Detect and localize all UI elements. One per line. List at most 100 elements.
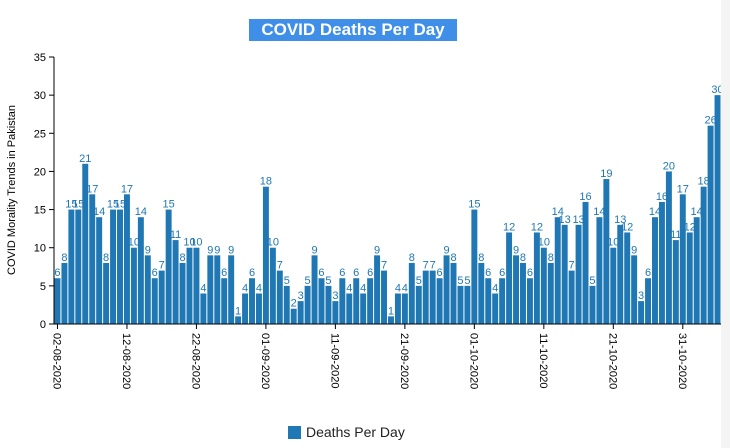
bar (436, 278, 443, 324)
legend-label: Deaths Per Day (306, 424, 405, 440)
bar (123, 194, 130, 324)
bar (249, 278, 255, 324)
data-label: 12 (531, 221, 543, 233)
bar (158, 270, 165, 324)
bar (652, 217, 658, 324)
bar (61, 262, 68, 324)
data-label: 1 (235, 305, 241, 317)
x-tick-label: 11-09-2020 (328, 333, 340, 388)
data-label: 14 (135, 206, 147, 218)
x-tick-label: 21-09-2020 (398, 333, 410, 389)
chart-title: COVID Deaths Per Day (249, 19, 457, 41)
bar (297, 301, 304, 324)
x-tick-label: 31-10-2020 (676, 333, 688, 389)
data-label: 6 (221, 267, 227, 279)
data-label: 10 (538, 237, 550, 249)
data-label: 8 (409, 252, 415, 264)
bar (485, 278, 492, 324)
data-label: 7 (569, 260, 575, 272)
bar (137, 217, 144, 324)
bar (471, 209, 478, 324)
bar (478, 262, 485, 324)
bar (207, 255, 214, 324)
data-label: 6 (339, 267, 345, 279)
bar (381, 270, 387, 324)
data-label: 4 (402, 282, 408, 294)
y-tick-label: 30 (34, 90, 46, 102)
data-label: 13 (572, 214, 584, 226)
data-label: 14 (552, 206, 564, 218)
data-label: 6 (152, 267, 158, 279)
bar (151, 278, 158, 324)
window-edge (721, 0, 730, 448)
bar (144, 255, 151, 324)
data-label: 30 (711, 84, 723, 96)
bar (589, 285, 596, 324)
data-label: 5 (416, 275, 422, 287)
bar (561, 224, 568, 324)
data-label: 14 (593, 206, 605, 218)
data-label: 14 (93, 206, 105, 218)
bar (422, 270, 429, 324)
bar (228, 255, 235, 324)
bar (631, 255, 638, 324)
data-label: 9 (513, 244, 519, 256)
data-label: 14 (649, 206, 661, 218)
bar (304, 285, 311, 324)
data-label: 4 (492, 282, 498, 294)
data-label: 26 (704, 115, 716, 127)
data-label: 8 (478, 252, 484, 264)
data-label: 10 (190, 237, 202, 249)
bar (96, 217, 103, 324)
data-label: 15 (65, 199, 77, 211)
y-axis: 0 5 10 15 20 25 30 35 (34, 52, 55, 331)
x-tick-label: 22-08-2020 (189, 333, 201, 389)
bar (547, 262, 554, 324)
data-label: 6 (527, 267, 533, 279)
data-label: 3 (332, 290, 338, 302)
data-label: 10 (183, 237, 195, 249)
data-label: 2 (291, 298, 297, 310)
data-label: 12 (503, 221, 515, 233)
bar (172, 240, 179, 324)
bar (638, 301, 645, 324)
bar (311, 255, 318, 324)
bar (554, 217, 561, 324)
x-tick-label: 02-08-2020 (50, 333, 62, 389)
y-axis-label: COVID Morality Trends in Pakistan (6, 105, 18, 275)
bar (693, 217, 700, 324)
data-label: 4 (346, 282, 352, 294)
bar (429, 270, 436, 324)
bar (450, 262, 457, 324)
bar (526, 278, 533, 324)
bar (130, 247, 137, 324)
data-label: 7 (430, 260, 436, 272)
bar (290, 308, 297, 324)
data-label: 9 (443, 244, 449, 256)
bar (179, 262, 186, 324)
bar (401, 293, 408, 324)
data-label: 8 (179, 252, 185, 264)
y-tick-label: 5 (40, 281, 46, 293)
data-label: 15 (163, 199, 175, 211)
data-label: 9 (207, 244, 213, 256)
data-label: 12 (684, 221, 696, 233)
bar (665, 171, 672, 324)
bar (255, 293, 262, 324)
bar (499, 278, 506, 324)
data-label: 10 (607, 237, 619, 249)
bar (582, 201, 589, 324)
data-label: 11 (670, 229, 681, 241)
bar (388, 316, 394, 324)
bar (533, 232, 540, 324)
data-label: 1 (388, 305, 394, 317)
data-label: 9 (311, 244, 317, 256)
x-tick-label: 11-10-2020 (537, 333, 549, 388)
bar (235, 316, 242, 324)
data-label: 8 (450, 252, 456, 264)
x-tick-label: 21-10-2020 (606, 333, 618, 389)
data-label: 16 (579, 191, 591, 203)
data-label: 4 (242, 282, 248, 294)
data-label: 6 (485, 267, 491, 279)
